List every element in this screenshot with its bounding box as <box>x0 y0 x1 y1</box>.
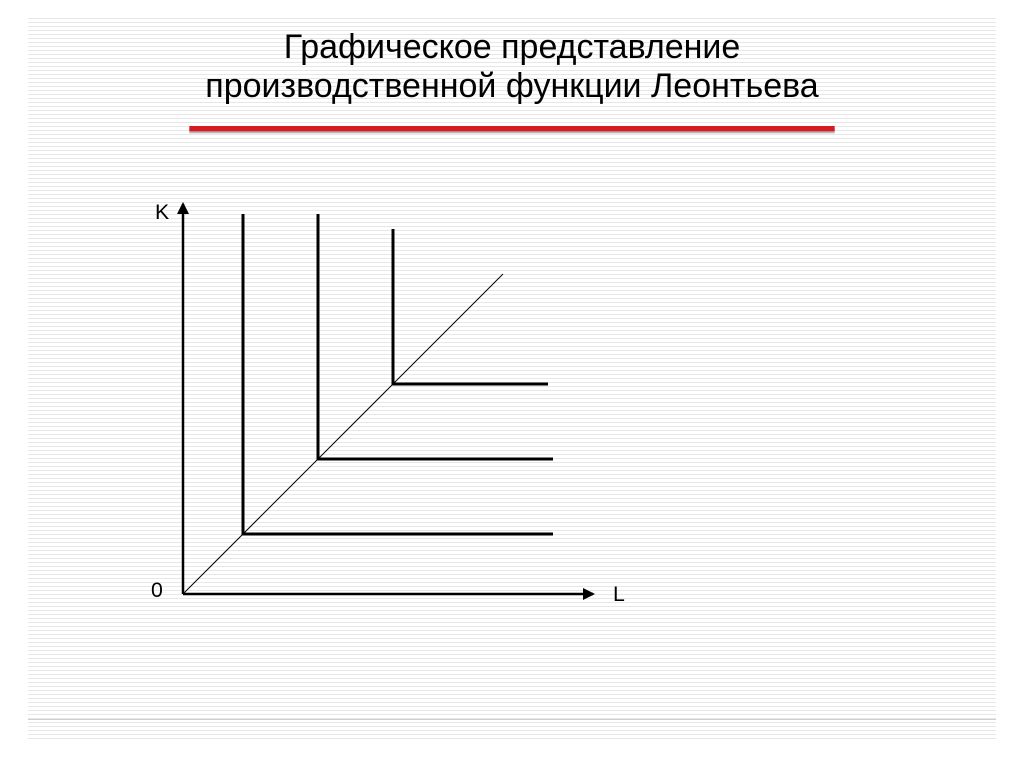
bottom-rule <box>28 719 996 720</box>
accent-bar <box>28 126 996 134</box>
slide-title: Графическое представление производственн… <box>28 28 996 106</box>
origin-label: 0 <box>151 578 163 602</box>
y-axis-label: K <box>155 200 169 224</box>
x-axis-label: L <box>613 582 625 606</box>
title-line-1: Графическое представление <box>284 28 741 66</box>
title-block: Графическое представление производственн… <box>28 18 996 112</box>
title-line-2: производственной функции Леонтьева <box>205 67 818 105</box>
slide: Графическое представление производственн… <box>0 0 1024 768</box>
chart-area: K L 0 <box>28 159 996 699</box>
leontief-chart: K L 0 <box>28 159 996 699</box>
